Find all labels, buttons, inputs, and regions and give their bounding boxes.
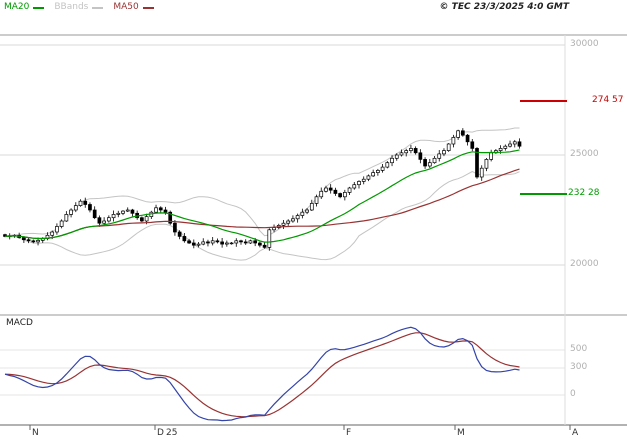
legend-swatch-icon (92, 6, 104, 9)
time-axis-label: 25 (166, 428, 178, 438)
bollinger-bands (4, 127, 520, 261)
legend-label: MA50 (113, 2, 139, 12)
time-axis-label: M (457, 428, 465, 438)
macd-line (4, 326, 520, 422)
price-tick-label: 20000 (570, 259, 599, 269)
macd-tick-label: 500 (570, 344, 588, 354)
time-axis-label: A (572, 428, 579, 438)
time-axis-label: N (32, 428, 39, 438)
time-axis-label: F (346, 428, 352, 438)
candlesticks (3, 128, 522, 251)
legend: MA20 BBands MA50 (4, 2, 154, 13)
macd-signal-line (4, 332, 520, 418)
legend-swatch-icon (142, 6, 154, 9)
resistance-label: 274 57 (592, 94, 624, 105)
legend-label: MA20 (4, 2, 30, 12)
macd-tick-label: 0 (570, 389, 576, 399)
ma20-line (4, 149, 520, 243)
legend-swatch-icon (33, 6, 45, 9)
legend-label: BBands (54, 2, 89, 12)
legend-item-ma50: MA50 (113, 2, 154, 13)
macd-tick-label: 300 (570, 362, 588, 372)
time-axis-label: D (157, 428, 164, 438)
legend-item-ma20: MA20 (4, 2, 45, 13)
price-tick-label: 25000 (570, 149, 599, 159)
time-axis-ticks (29, 425, 571, 430)
support-label: 232 28 (568, 187, 600, 198)
copyright-text: © TEC 23/3/2025 4:0 GMT (439, 2, 569, 12)
gridlines (0, 44, 565, 396)
macd-panel-label: MACD (6, 318, 33, 328)
price-tick-label: 30000 (570, 39, 599, 49)
legend-item-bbands: BBands (54, 2, 104, 13)
